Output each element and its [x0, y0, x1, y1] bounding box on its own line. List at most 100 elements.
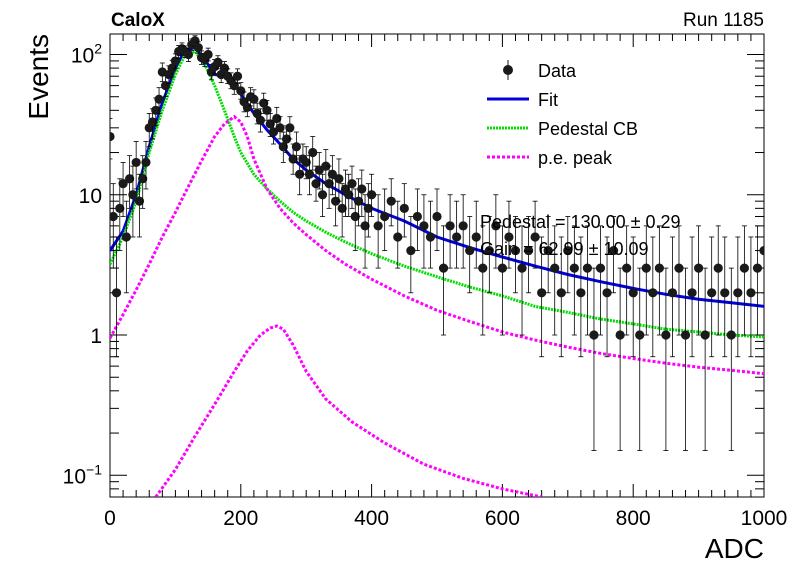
fit-results: Pedestal = 130.00 ± 0.29 Gain = 62.99 ± … [480, 212, 681, 259]
data-point [110, 183, 118, 269]
data-marker [350, 211, 360, 222]
data-point [635, 267, 645, 451]
data-point [357, 169, 367, 217]
data-marker [399, 203, 409, 213]
data-marker [288, 154, 298, 164]
data-marker [713, 263, 723, 273]
data-point [308, 136, 318, 171]
data-marker [510, 245, 521, 256]
data-marker [504, 232, 514, 242]
data-marker [304, 169, 315, 179]
data-marker [265, 119, 275, 129]
data-marker [406, 245, 416, 256]
data-marker [478, 263, 488, 273]
data-point [115, 178, 125, 251]
data-point [602, 236, 612, 358]
data-marker [285, 123, 295, 133]
data-point [285, 116, 295, 140]
data-point [183, 47, 194, 62]
data-point [648, 236, 658, 358]
data-marker [154, 94, 164, 104]
data-marker [167, 63, 177, 73]
data-marker [367, 190, 377, 200]
data-marker [563, 245, 573, 256]
data-marker [353, 196, 364, 206]
data-marker [484, 245, 494, 256]
data-marker [360, 221, 370, 231]
data-marker [694, 263, 704, 273]
data-marker [576, 288, 586, 298]
data-point [438, 225, 449, 336]
data-point [576, 236, 586, 358]
data-point [680, 267, 691, 451]
data-marker [569, 263, 579, 273]
data-point [720, 236, 730, 358]
data-marker [726, 330, 736, 340]
data-point [523, 216, 534, 294]
y-tick-label: 10 [79, 185, 102, 208]
data-point [291, 131, 301, 163]
data-marker [432, 211, 442, 222]
data-marker [517, 263, 527, 273]
data-point [615, 267, 625, 451]
data-point [726, 267, 736, 451]
data-marker [311, 179, 321, 189]
data-marker [131, 157, 141, 168]
data-point [628, 236, 638, 358]
data-marker [291, 142, 301, 152]
data-point [337, 183, 347, 238]
data-point [419, 194, 429, 269]
data-marker [602, 288, 612, 298]
data-point [589, 267, 599, 451]
data-marker [615, 330, 625, 340]
y-tick-labels: 10−1 1 10 102 [63, 40, 103, 488]
legend-entry-fit: Fit [487, 90, 558, 110]
data-point [484, 216, 494, 294]
data-point [367, 173, 377, 217]
data-marker [128, 190, 138, 200]
data-point [321, 149, 331, 185]
data-marker [147, 117, 158, 127]
data-point [667, 236, 678, 358]
data-point [569, 225, 579, 336]
data-point [311, 165, 321, 202]
data-point [595, 225, 606, 336]
data-marker [491, 221, 501, 231]
fit-pedestal-text: Pedestal = 130.00 ± 0.29 [480, 212, 681, 232]
data-point [733, 236, 743, 358]
data-marker [213, 57, 223, 67]
data-marker [386, 196, 396, 206]
data-marker [363, 203, 373, 213]
data-marker [746, 288, 756, 298]
data-marker [380, 211, 390, 222]
data-marker [125, 174, 135, 184]
data-point [406, 216, 416, 294]
data-marker [111, 288, 122, 298]
data-point [134, 173, 145, 238]
fit-gain-text: Gain = 62.99 ± 10.09 [480, 239, 649, 259]
data-marker [334, 174, 344, 184]
x-tick-label: 600 [485, 507, 520, 530]
data-point [232, 68, 243, 85]
data-point [543, 216, 553, 294]
data-point [563, 216, 573, 294]
data-marker [445, 221, 455, 231]
data-point [530, 200, 540, 269]
legend: Data Fit Pedestal CB p.e. peak [487, 60, 638, 168]
data-point [622, 225, 632, 336]
axis-ticks [109, 34, 765, 498]
data-marker [317, 190, 328, 200]
data-marker [425, 232, 436, 242]
data-point [497, 225, 507, 336]
data-marker [458, 221, 468, 231]
y-tick-label: 10−1 [63, 461, 103, 488]
run-label: Run 1185 [683, 10, 764, 31]
data-marker [739, 263, 749, 273]
data-point [327, 155, 337, 196]
data-point [347, 165, 357, 209]
data-point [746, 236, 756, 358]
data-point [687, 236, 697, 358]
x-axis-title: ADC [705, 533, 764, 564]
data-point [380, 188, 390, 251]
